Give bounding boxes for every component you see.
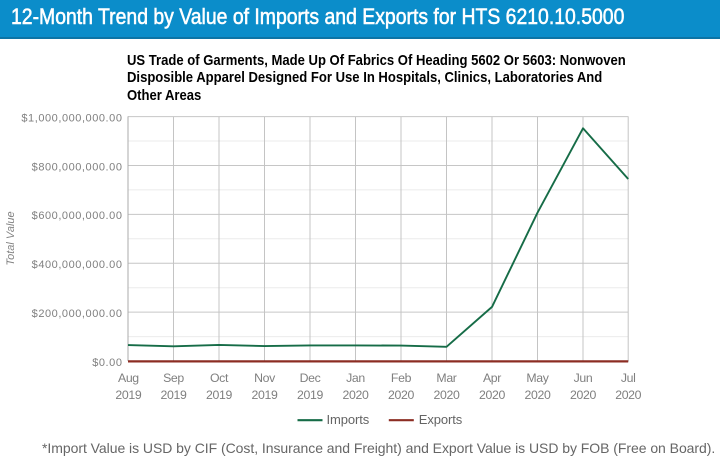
svg-text:Aug: Aug — [118, 371, 139, 385]
svg-text:2020: 2020 — [343, 388, 369, 402]
svg-text:2019: 2019 — [161, 388, 187, 402]
svg-text:Nov: Nov — [254, 371, 276, 385]
svg-text:Feb: Feb — [391, 371, 412, 385]
svg-text:Dec: Dec — [300, 371, 321, 385]
svg-text:Jun: Jun — [574, 371, 593, 385]
svg-text:Sep: Sep — [163, 371, 184, 385]
svg-text:2019: 2019 — [206, 388, 232, 402]
svg-text:2020: 2020 — [479, 388, 505, 402]
svg-text:2020: 2020 — [525, 388, 551, 402]
svg-text:Imports: Imports — [327, 412, 370, 427]
svg-text:Oct: Oct — [210, 371, 229, 385]
svg-text:May: May — [526, 371, 549, 385]
svg-text:$800,000,000.00: $800,000,000.00 — [32, 161, 123, 173]
svg-text:$200,000,000.00: $200,000,000.00 — [32, 308, 123, 320]
svg-text:2019: 2019 — [297, 388, 323, 402]
svg-text:$1,000,000,000.00: $1,000,000,000.00 — [21, 112, 122, 124]
svg-text:Mar: Mar — [436, 371, 456, 385]
svg-text:2020: 2020 — [388, 388, 414, 402]
svg-text:$0.00: $0.00 — [92, 357, 122, 369]
svg-text:2020: 2020 — [434, 388, 460, 402]
svg-text:Exports: Exports — [419, 412, 463, 427]
svg-text:2019: 2019 — [252, 388, 278, 402]
svg-text:Jul: Jul — [621, 371, 636, 385]
svg-text:$600,000,000.00: $600,000,000.00 — [32, 210, 123, 222]
svg-text:2019: 2019 — [115, 388, 141, 402]
svg-text:2020: 2020 — [570, 388, 596, 402]
svg-text:Jan: Jan — [346, 371, 365, 385]
svg-text:$400,000,000.00: $400,000,000.00 — [32, 259, 123, 271]
svg-text:Apr: Apr — [483, 371, 501, 385]
svg-text:Total Value: Total Value — [5, 211, 17, 265]
svg-text:2020: 2020 — [615, 388, 641, 402]
